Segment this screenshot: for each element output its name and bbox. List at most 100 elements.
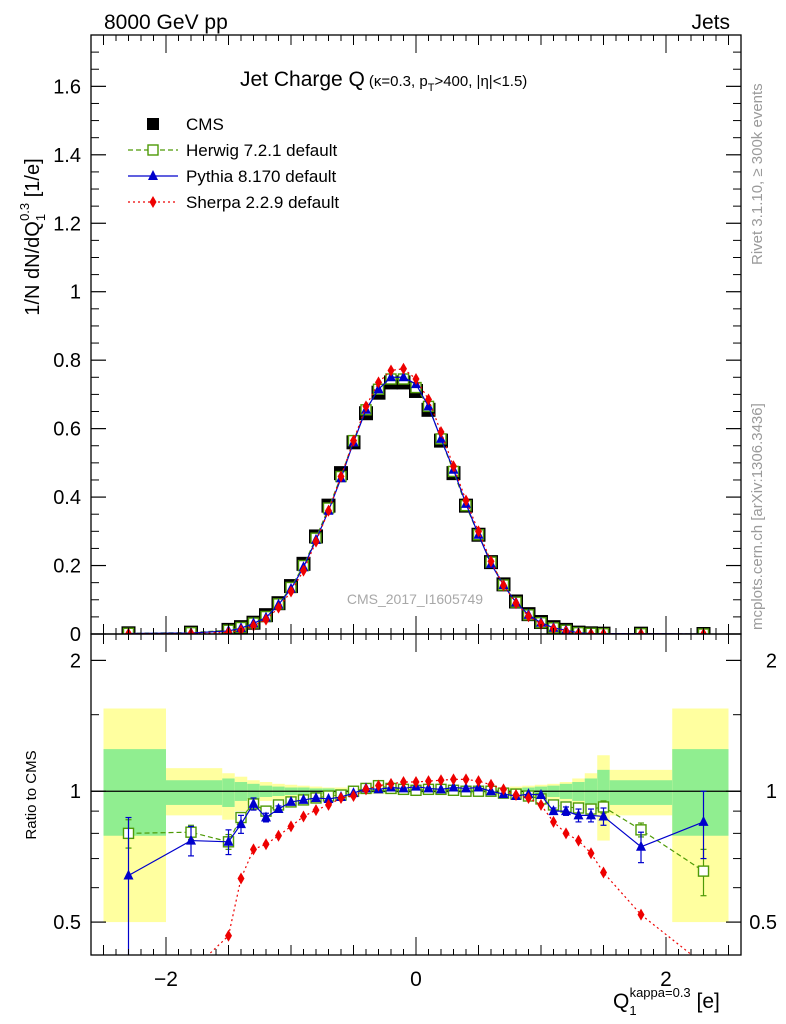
pythia-point (586, 809, 596, 820)
ratio-y-tick-label-right: 1 (766, 781, 777, 803)
band-inner (609, 780, 673, 805)
sherpa-point (562, 827, 570, 840)
ylabel-suffix: [1/e] (22, 158, 44, 202)
pythia-point (461, 782, 471, 793)
pythia-point (436, 783, 446, 794)
sherpa-point (425, 393, 432, 406)
sherpa-point (437, 426, 445, 439)
sherpa-point (425, 775, 432, 788)
sherpa-point (149, 196, 157, 208)
pythia-point (536, 789, 546, 800)
ratio-y-tick-label: 1 (70, 781, 81, 803)
sherpa-point (587, 847, 595, 860)
pythia-point (598, 810, 609, 821)
title-detail-rest: >400, |η|<1.5) (434, 73, 527, 90)
main-y-axis-label: 1/N dN/dQ10.3 [1/e] (17, 158, 48, 315)
sherpa-point (300, 564, 307, 577)
pythia-point (548, 805, 559, 816)
pythia-point (273, 803, 284, 814)
mcplots-source-label: mcplots.cern.ch [arXiv:1306.3436] (749, 403, 766, 630)
pythia-point (223, 835, 234, 846)
sherpa-point (250, 619, 257, 632)
pythia-point (423, 782, 434, 793)
sherpa-point (475, 775, 482, 788)
sherpa-point (500, 579, 507, 592)
x-tick-label: 0 (410, 968, 422, 991)
sherpa-point (237, 872, 245, 885)
ylabel-sup: 0.3 (17, 203, 32, 221)
sherpa-point (350, 434, 357, 447)
xlabel-sup: kappa=0.3 (630, 985, 691, 1000)
xlabel-unit: [e] (691, 990, 720, 1013)
sherpa-point (375, 779, 382, 792)
main-y-tick-label: 0 (70, 624, 81, 646)
sherpa-point (487, 555, 495, 568)
herwig-point (147, 144, 159, 156)
band-inner (672, 749, 729, 836)
ylabel-prefix: 1/N dN/dQ (22, 221, 44, 315)
sherpa-point (262, 613, 270, 626)
x-axis-label: Q1 kappa=0.3 [e] (613, 985, 720, 1018)
analysis-watermark: CMS_2017_I1605749 (347, 591, 483, 607)
chart-title: Jet Charge Q (κ=0.3, pT>400, |η|<1.5) (240, 68, 527, 94)
pythia-point (286, 795, 296, 806)
rivet-version-label: Rivet 3.1.10, ≥ 300k events (749, 83, 766, 265)
pythia-point (186, 834, 196, 845)
sherpa-point (262, 838, 270, 851)
main-y-tick-label: 0.6 (53, 419, 81, 441)
sherpa-point (525, 791, 532, 804)
pythia-point (248, 797, 259, 808)
sherpa-point (575, 834, 582, 847)
xlabel-sub: 1 (629, 1003, 636, 1018)
title-main: Jet Charge Q (240, 68, 365, 91)
title-detail: (κ=0.3, p (369, 73, 428, 90)
legend-label: Herwig 7.2.1 default (186, 141, 337, 160)
sherpa-point (512, 597, 520, 610)
sherpa-point (350, 790, 357, 803)
sherpa-point (325, 504, 332, 517)
xlabel-main: Q (613, 990, 629, 1013)
sherpa-point (362, 783, 370, 796)
ratio-y-axis: 0.5 0.5 1 1 2 2 (53, 650, 777, 934)
pythia-point (573, 809, 584, 820)
sherpa-point (462, 494, 470, 507)
pythia-point (311, 791, 321, 802)
sherpa-point (400, 776, 407, 789)
sherpa-point (225, 929, 232, 942)
ylabel-sub: 1 (33, 214, 48, 221)
sherpa-point (188, 965, 195, 977)
main-y-tick-label: 0.4 (53, 487, 81, 509)
title-detail-sub: T (428, 82, 435, 94)
pythia-point (561, 805, 571, 816)
band-inner (103, 749, 166, 836)
sherpa-point (462, 773, 470, 786)
main-y-tick-label: 0.2 (53, 556, 81, 578)
pythia-point (448, 781, 459, 792)
sherpa-point (375, 376, 382, 389)
sherpa-point (700, 958, 707, 970)
sherpa-point (512, 789, 520, 802)
sherpa-point (125, 1013, 132, 1024)
sherpa-point (312, 804, 320, 817)
sherpa-point (537, 798, 545, 811)
band-inner (222, 778, 235, 807)
pythia-point (698, 815, 709, 826)
sherpa-point (300, 810, 307, 823)
sherpa-point (325, 798, 332, 811)
legend-label: CMS (186, 115, 224, 134)
pythia-point (236, 818, 246, 829)
pythia-point (323, 792, 334, 803)
main-y-tick-label: 1.4 (53, 145, 81, 167)
x-tick-label: 2 (660, 968, 672, 991)
sherpa-point (412, 776, 420, 789)
header-energy: 8000 GeV pp (104, 11, 228, 34)
pythia-point (298, 793, 309, 804)
pythia-point (398, 371, 409, 382)
sherpa-point (450, 460, 457, 473)
sherpa-point (337, 791, 345, 804)
sherpa-point (312, 535, 320, 548)
legend: CMS Herwig 7.2.1 default Pythia 8.170 defa… (128, 115, 339, 212)
sherpa-point (337, 470, 345, 483)
sherpa-point (637, 908, 645, 921)
